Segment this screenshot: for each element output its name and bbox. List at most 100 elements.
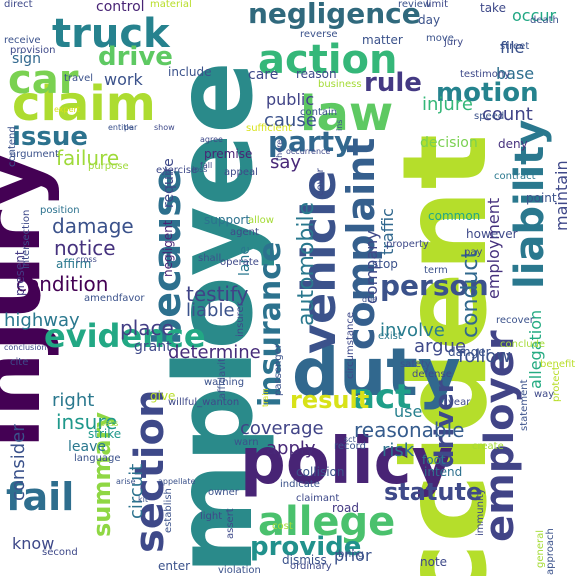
word-agent: agent — [230, 227, 259, 238]
word-language: language — [74, 453, 121, 464]
word-coverage: coverage — [240, 418, 324, 439]
word-exist: exist — [378, 331, 402, 342]
word-ins: ins — [335, 119, 344, 131]
word-say: say — [270, 152, 302, 173]
word-negligence: negligence — [248, 0, 421, 30]
word-contract: contract — [494, 171, 536, 182]
word-prior: prior — [334, 546, 372, 565]
word-way: way — [534, 389, 555, 400]
word-work: work — [104, 70, 143, 89]
word-claim: claim — [12, 76, 156, 132]
word-however: however — [466, 227, 518, 241]
word-follow: follow — [458, 346, 512, 367]
word-policy: policy — [240, 425, 454, 499]
word-base: base — [496, 64, 535, 83]
word-defense: defense — [412, 369, 452, 380]
word-light: light — [200, 511, 223, 522]
word-occurrence: occurrence — [286, 147, 331, 156]
word-include: include — [168, 65, 212, 79]
word-travel: travel — [64, 73, 94, 84]
word-material: material — [150, 0, 192, 10]
word-apply: apply — [266, 438, 316, 459]
word-warning: warning — [204, 377, 245, 388]
word-business: business — [318, 79, 362, 90]
word-give: give — [150, 389, 176, 403]
word-passenger: passenger — [273, 344, 284, 396]
word-control: control — [96, 0, 145, 15]
word-jury: jury — [444, 37, 464, 48]
word-conduct: conduct — [458, 249, 483, 338]
word-car: car — [8, 57, 79, 103]
word-leave: leave — [68, 439, 106, 455]
word-death: death — [530, 15, 559, 26]
word-direct: direct — [4, 0, 33, 10]
word-arise: arise — [116, 477, 136, 486]
word-statement: statement — [519, 379, 530, 431]
word-fall: fall — [200, 161, 213, 170]
word-collision: collision — [296, 465, 345, 479]
word-strike: strike — [88, 427, 122, 441]
word-fail: fail — [6, 475, 75, 519]
word-contain: contain — [300, 107, 338, 118]
word-exercise: exercise — [156, 165, 198, 176]
word-operate: operate — [220, 257, 259, 268]
word-ordinary: ordinary — [290, 561, 332, 572]
word-record: record — [334, 441, 366, 452]
word-common: common — [428, 209, 481, 223]
word-reverse: reverse — [300, 29, 338, 40]
word-speed: speed — [474, 111, 505, 122]
word-road: road — [332, 501, 359, 515]
word-cross: cross — [76, 255, 97, 264]
word-automobile: automobile — [294, 201, 319, 326]
word-approach: approach — [545, 528, 556, 575]
word-foot: foot — [422, 453, 446, 467]
word-evidence: evidence — [44, 317, 206, 355]
word-willful-wanton: willful_wanton — [168, 397, 240, 408]
word-argument: argument — [10, 149, 59, 160]
word-contend: contend — [7, 126, 18, 167]
word-place: place — [120, 316, 174, 340]
word-review: review — [398, 0, 432, 10]
word-appellate: appellate — [158, 477, 196, 486]
word-rule: rule — [364, 68, 422, 98]
word-motion: motion — [436, 78, 539, 108]
word-conclusion: conclusion — [4, 343, 47, 352]
word-public: public — [266, 90, 315, 109]
word-conclude: conclude — [500, 339, 546, 350]
word-determine: determine — [168, 342, 261, 363]
word-cover: cover — [315, 168, 326, 196]
word-result: result — [290, 386, 370, 414]
word-injury: injury — [0, 149, 61, 449]
word-decision: decision — [420, 135, 478, 151]
word-testify: testify — [186, 282, 249, 306]
word-risk: risk — [382, 440, 415, 461]
word-sct: sct — [344, 435, 356, 444]
word-amendfavor: amendfavor — [84, 293, 145, 304]
word-person: person — [380, 269, 489, 302]
word-intend: intend — [424, 465, 463, 479]
word-cause: cause — [264, 110, 317, 131]
word-sign: sign — [12, 51, 41, 67]
word-injure: injure — [422, 94, 473, 115]
word-benefit: benefit — [540, 359, 576, 370]
word-testimony: testimony — [460, 69, 511, 80]
word-right: right — [52, 390, 95, 411]
word-allege: allege — [258, 499, 396, 545]
word-there: there — [275, 139, 284, 161]
word-create: create — [472, 441, 504, 452]
word-second: second — [42, 547, 78, 558]
word-safety: safety — [400, 359, 431, 370]
word-take: take — [480, 1, 506, 15]
word-due: due — [362, 295, 378, 304]
word-allow: allow — [248, 215, 274, 226]
word-position: position — [40, 205, 80, 216]
word-loss: loss — [192, 165, 208, 174]
word-affidavit: affidavit — [217, 358, 228, 399]
word-agree: agree — [200, 135, 223, 144]
word-sufficient: sufficient — [246, 123, 292, 134]
word-point: point — [526, 191, 557, 205]
word-violation: violation — [218, 565, 261, 576]
word-shall: shall — [198, 253, 222, 264]
word-statute: statute — [384, 478, 483, 506]
word-note: note — [420, 555, 448, 569]
